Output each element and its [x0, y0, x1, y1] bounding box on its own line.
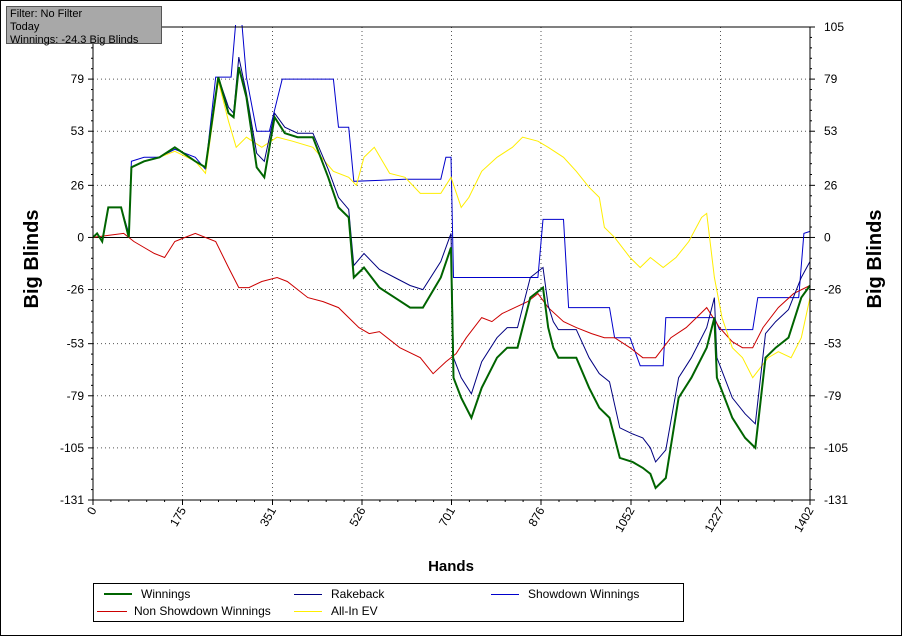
legend-label: All-In EV — [331, 604, 378, 618]
y-tick-label-left: -26 — [67, 283, 85, 297]
series-lines — [93, 25, 811, 490]
y-tick-label-right: -26 — [824, 283, 842, 297]
y-tick-label-left: -79 — [67, 389, 85, 403]
y-tick-label-left: -105 — [60, 441, 84, 455]
y-tick-label-left: -131 — [60, 493, 84, 507]
period-text: Today — [10, 21, 40, 33]
x-tick-label: 0 — [84, 504, 100, 517]
x-axis-title: Hands — [428, 558, 474, 575]
x-tick-label: 1052 — [612, 504, 638, 534]
y-tick-label-left: -53 — [67, 337, 85, 351]
y-tick-label-right: 105 — [824, 20, 844, 34]
x-tick-label: 876 — [525, 504, 547, 529]
legend-swatch — [294, 610, 322, 612]
y-axis-title-right: Big Blinds — [864, 210, 886, 309]
y-tick-label-right: 26 — [824, 178, 838, 192]
x-tick-label: 175 — [167, 504, 189, 529]
series-line-all-in-ev — [93, 80, 811, 379]
legend-swatch — [97, 610, 127, 612]
info-box: Filter: No Filter Today Winnings: -24.3 … — [6, 6, 162, 46]
y-tick-label-right: 53 — [824, 124, 838, 138]
y-axis-title-left: Big Blinds — [21, 210, 43, 309]
legend-label: Non Showdown Winnings — [134, 604, 271, 618]
legend-swatch — [491, 593, 519, 595]
series-line-non-showdown-winnings — [93, 232, 811, 375]
series-line-winnings — [93, 66, 811, 490]
winnings-text: Winnings: -24.3 Big Blinds — [10, 34, 139, 46]
legend-item-winnings: Winnings — [104, 586, 190, 602]
legend-label: Showdown Winnings — [528, 587, 640, 601]
legend-label: Winnings — [141, 587, 191, 601]
y-tick-label-left: 79 — [71, 72, 85, 86]
y-tick-label-right: -79 — [824, 389, 842, 403]
y-tick-label-right: -53 — [824, 337, 842, 351]
x-tick-label: 701 — [436, 504, 458, 529]
y-tick-label-left: 0 — [77, 230, 84, 244]
legend-swatch — [104, 593, 132, 595]
filter-text: Filter: No Filter — [10, 8, 83, 20]
legend-label: Rakeback — [331, 587, 385, 601]
legend-item-all-in-ev: All-In EV — [294, 603, 378, 619]
y-tick-label-left: 53 — [71, 124, 85, 138]
x-tick-label: 1227 — [702, 504, 728, 534]
legend-item-showdown-winnings: Showdown Winnings — [491, 586, 639, 602]
legend-item-rakeback: Rakeback — [294, 586, 384, 602]
y-tick-label-right: 79 — [824, 72, 838, 86]
legend-swatch — [294, 593, 322, 595]
x-tick-label: 526 — [346, 504, 368, 529]
y-tick-label-right: 0 — [824, 230, 831, 244]
legend-item-non-showdown-winnings: Non Showdown Winnings — [97, 603, 271, 619]
legend: Winnings Rakeback Showdown Winnings Non … — [93, 583, 684, 622]
y-tick-label-right: -105 — [824, 441, 848, 455]
y-tick-label-right: -131 — [824, 493, 848, 507]
x-tick-label: 1402 — [791, 504, 817, 534]
x-tick-label: 351 — [257, 504, 279, 529]
series-line-showdown-winnings — [93, 25, 811, 367]
y-tick-label-left: 26 — [71, 178, 85, 192]
